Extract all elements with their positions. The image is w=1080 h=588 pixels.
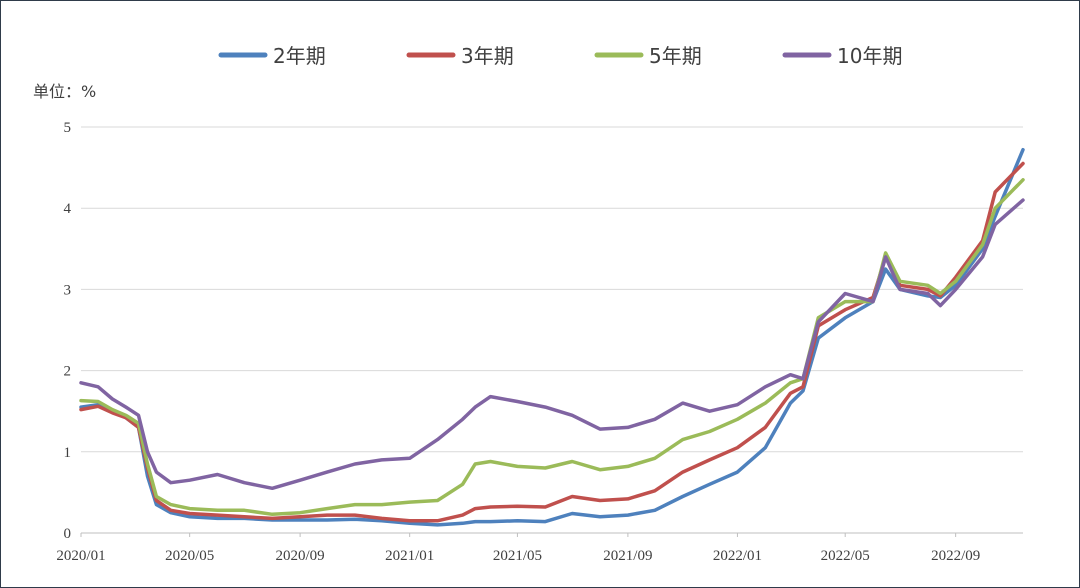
legend-label: 5年期 [649, 44, 702, 68]
y-tick-label: 4 [64, 201, 72, 217]
x-tick-label: 2022/01 [713, 548, 762, 564]
y-tick-label: 3 [64, 282, 72, 298]
x-tick-label: 2021/09 [603, 548, 652, 564]
legend-label: 10年期 [837, 44, 902, 68]
y-axis-ticks: 0 1 2 3 4 5 [64, 120, 72, 542]
series-line-3 [79, 178, 1025, 517]
series-line-1 [79, 147, 1025, 527]
y-tick-label: 0 [64, 526, 72, 542]
x-tick-label: 2020/09 [276, 548, 325, 564]
series-lines [79, 147, 1025, 527]
legend-label: 3年期 [461, 44, 514, 68]
x-tick-label: 2022/09 [931, 548, 980, 564]
grid-lines [81, 126, 1023, 534]
y-tick-label: 1 [64, 445, 72, 461]
legend-label: 2年期 [273, 44, 326, 68]
x-axis-ticks: 2020/01 2020/05 2020/09 2021/01 2021/05 2021/… [56, 533, 980, 564]
series-line-4 [79, 198, 1025, 491]
legend: 2年期 3年期 5年期 10年期 [218, 44, 902, 68]
x-tick-label: 2021/01 [385, 548, 434, 564]
x-tick-label: 2020/05 [165, 548, 214, 564]
x-tick-label: 2021/05 [493, 548, 542, 564]
x-tick-label: 2020/01 [56, 548, 105, 564]
x-tick-label: 2022/05 [821, 548, 870, 564]
y-tick-label: 2 [64, 364, 72, 380]
y-axis-unit-label: 单位：% [33, 82, 96, 101]
y-tick-label: 5 [64, 120, 72, 136]
